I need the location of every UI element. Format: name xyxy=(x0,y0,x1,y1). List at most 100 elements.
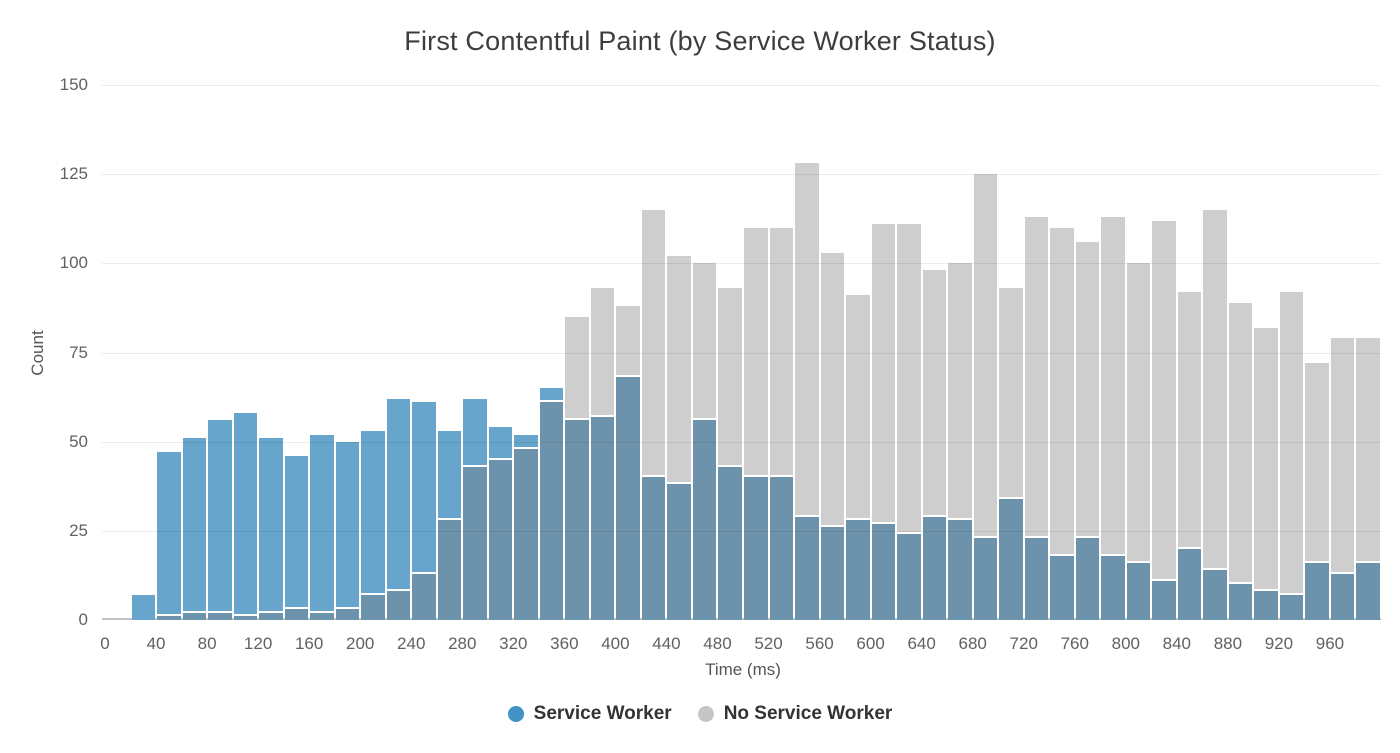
bar-200ms xyxy=(361,430,385,620)
bar-overlap-segment xyxy=(1254,591,1278,620)
bar-no-service-worker-segment xyxy=(1305,363,1329,563)
gridline-100 xyxy=(102,263,1381,265)
bar-120ms xyxy=(259,438,283,620)
gridline-25 xyxy=(102,530,1381,532)
bar-no-service-worker-segment xyxy=(1101,216,1125,556)
bar-overlap-segment xyxy=(284,609,309,620)
bar-420ms xyxy=(641,209,666,620)
bar-800ms xyxy=(1126,263,1151,620)
bar-service-worker-segment xyxy=(259,438,283,613)
bar-overlap-segment xyxy=(795,516,819,620)
bar-no-service-worker-segment xyxy=(871,224,896,524)
bar-overlap-segment xyxy=(1330,573,1355,620)
bar-no-service-worker-segment xyxy=(718,288,742,467)
x-tick-label-960: 960 xyxy=(1315,634,1345,653)
bar-460ms xyxy=(692,263,717,620)
bar-220ms xyxy=(386,398,411,620)
x-tick-label-520: 520 xyxy=(754,634,783,653)
bar-overlap-segment xyxy=(1356,562,1380,620)
bar-440ms xyxy=(667,256,691,620)
x-tick-label-360: 360 xyxy=(550,634,579,653)
bar-880ms xyxy=(1228,302,1253,620)
bar-60ms xyxy=(182,438,207,620)
bar-600ms xyxy=(871,224,896,620)
bar-320ms xyxy=(514,434,538,620)
bar-no-service-worker-segment xyxy=(1356,338,1380,563)
bar-580ms xyxy=(846,295,870,620)
x-tick-label-480: 480 xyxy=(703,634,732,653)
bar-no-service-worker-segment xyxy=(1152,220,1176,581)
x-axis-title: Time (ms) xyxy=(705,660,781,679)
bar-overlap-segment xyxy=(335,609,360,620)
legend: Service Worker No Service Worker xyxy=(0,703,1400,725)
bar-service-worker-segment xyxy=(310,434,334,613)
x-tick-label-160: 160 xyxy=(294,634,324,653)
bar-no-service-worker-segment xyxy=(1177,291,1202,549)
bar-overlap-segment xyxy=(361,595,385,620)
x-tick-label-560: 560 xyxy=(805,634,834,653)
x-tick-label-0: 0 xyxy=(100,634,110,653)
y-tick-label-125: 125 xyxy=(59,164,88,184)
y-tick-label-75: 75 xyxy=(69,342,88,362)
bar-service-worker-segment xyxy=(463,398,487,467)
x-tick-label-640: 640 xyxy=(907,634,936,653)
bar-560ms xyxy=(820,252,845,620)
bar-780ms xyxy=(1101,216,1125,620)
bar-overlap-segment xyxy=(1203,570,1227,620)
bar-overlap-segment xyxy=(820,527,845,620)
bar-20ms xyxy=(131,595,156,620)
bar-service-worker-segment xyxy=(361,430,385,596)
bar-no-service-worker-segment xyxy=(1075,241,1100,538)
legend-item-no-service-worker[interactable]: No Service Worker xyxy=(697,703,893,725)
bar-service-worker-segment xyxy=(412,402,436,574)
bar-service-worker-segment xyxy=(437,430,462,521)
y-tick-label-50: 50 xyxy=(69,431,88,451)
x-tick-label-80: 80 xyxy=(197,634,217,653)
bar-overlap-segment xyxy=(412,573,436,620)
legend-label-no-service-worker: No Service Worker xyxy=(723,703,893,724)
bar-overlap-segment xyxy=(871,523,896,620)
bar-380ms xyxy=(590,288,615,620)
plot-area xyxy=(102,85,1381,620)
bar-660ms xyxy=(948,263,972,620)
x-tick-label-720: 720 xyxy=(1009,634,1038,653)
bar-service-worker-segment xyxy=(539,388,564,403)
bar-280ms xyxy=(463,398,487,620)
bar-160ms xyxy=(310,434,334,620)
x-tick-label-320: 320 xyxy=(499,634,528,653)
bar-no-service-worker-segment xyxy=(846,295,870,521)
bar-980ms xyxy=(1356,338,1380,620)
x-tick-label-120: 120 xyxy=(243,634,273,653)
legend-item-service-worker[interactable]: Service Worker xyxy=(507,703,672,725)
bar-860ms xyxy=(1203,209,1227,620)
x-tick-label-280: 280 xyxy=(448,634,477,653)
bar-overlap-segment xyxy=(208,612,232,620)
bar-overlap-segment xyxy=(973,537,998,620)
bar-no-service-worker-segment xyxy=(1024,216,1049,538)
bar-no-service-worker-segment xyxy=(897,224,921,535)
bar-no-service-worker-segment xyxy=(692,263,717,421)
chart-title: First Contentful Paint (by Service Worke… xyxy=(404,26,996,56)
bar-overlap-segment xyxy=(565,420,589,620)
bar-overlap-segment xyxy=(463,466,487,620)
y-tick-label-100: 100 xyxy=(59,253,88,273)
bar-overlap-segment xyxy=(386,591,411,620)
bar-overlap-segment xyxy=(1050,555,1074,620)
gridline-150 xyxy=(102,85,1381,86)
x-tick-label-920: 920 xyxy=(1264,634,1294,653)
bar-520ms xyxy=(769,227,794,620)
bar-overlap-segment xyxy=(1101,555,1125,620)
bar-overlap-segment xyxy=(1177,548,1202,620)
bar-overlap-segment xyxy=(259,612,283,620)
bar-100ms xyxy=(233,413,258,620)
bar-overlap-segment xyxy=(1126,562,1151,620)
x-tick-label-840: 840 xyxy=(1162,634,1192,653)
bar-overlap-segment xyxy=(1152,580,1176,620)
bar-overlap-segment xyxy=(922,516,947,620)
bar-overlap-segment xyxy=(846,520,870,620)
bar-overlap-segment xyxy=(616,377,640,620)
bar-no-service-worker-segment xyxy=(769,227,794,478)
bar-920ms xyxy=(1279,291,1304,620)
bar-300ms xyxy=(488,427,513,620)
